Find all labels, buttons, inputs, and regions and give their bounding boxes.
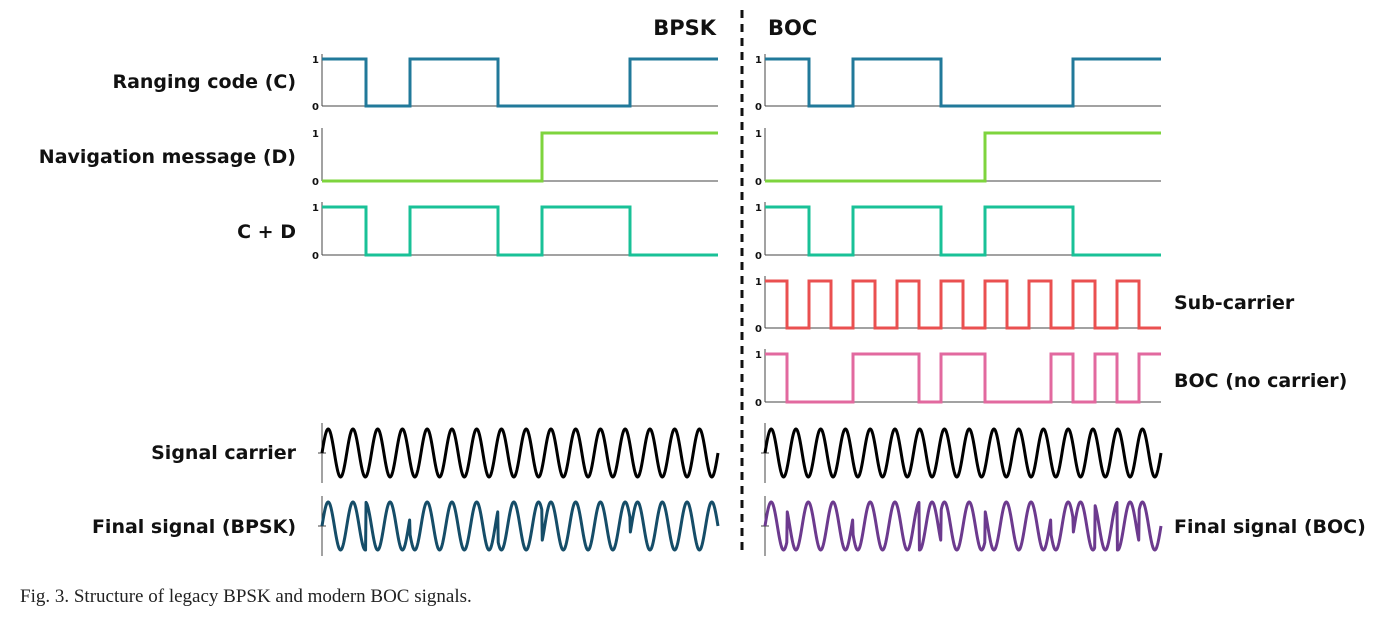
boc-no-carrier-tick-high: 1	[755, 350, 762, 361]
bpsk-navigation-message-waveform	[322, 131, 718, 183]
boc-c-plus-d-tick-high: 1	[755, 203, 762, 214]
bpsk-ranging-code-tick-high: 1	[312, 55, 319, 66]
boc-signal-carrier-waveform	[763, 427, 1163, 479]
bpsk-signal-carrier-waveform	[320, 427, 720, 479]
boc-navigation-message-tick-low: 0	[755, 177, 762, 188]
bpsk-ranging-code-waveform	[322, 57, 718, 108]
boc-ranging-code-tick-low: 0	[755, 102, 762, 113]
boc-sub-carrier-tick-high: 1	[755, 277, 762, 288]
bpsk-c-plus-d-waveform	[322, 205, 718, 257]
bpsk-c-plus-d-tick-high: 1	[312, 203, 319, 214]
label-c-plus-d: C + D	[237, 221, 296, 243]
header-bpsk: BPSK	[653, 16, 717, 40]
boc-no-carrier-waveform	[765, 352, 1161, 404]
boc-sub-carrier-waveform	[765, 279, 1161, 330]
bpsk-navigation-message-tick-high: 1	[312, 129, 319, 140]
boc-c-plus-d-waveform	[765, 205, 1161, 257]
label-final-boc: Final signal (BOC)	[1174, 516, 1366, 538]
boc-navigation-message-waveform	[765, 131, 1161, 183]
label-ranging-code: Ranging code (C)	[112, 71, 296, 93]
bpsk-final-signal-waveform	[320, 500, 720, 552]
bpsk-c-plus-d-tick-low: 0	[312, 251, 319, 262]
boc-ranging-code-tick-high: 1	[755, 55, 762, 66]
bpsk-ranging-code-tick-low: 0	[312, 102, 319, 113]
label-signal-carrier: Signal carrier	[151, 442, 296, 464]
boc-no-carrier-tick-low: 0	[755, 398, 762, 409]
boc-final-signal-waveform	[763, 500, 1163, 552]
label-final-bpsk: Final signal (BPSK)	[92, 516, 296, 538]
figure-caption: Fig. 3. Structure of legacy BPSK and mod…	[20, 586, 472, 607]
boc-navigation-message-tick-high: 1	[755, 129, 762, 140]
boc-sub-carrier-tick-low: 0	[755, 324, 762, 335]
boc-c-plus-d-tick-low: 0	[755, 251, 762, 262]
label-sub-carrier: Sub-carrier	[1174, 292, 1295, 314]
header-boc: BOC	[768, 16, 817, 40]
boc-ranging-code-waveform	[765, 57, 1161, 108]
label-navigation-message: Navigation message (D)	[39, 146, 296, 168]
label-boc-no-carrier: BOC (no carrier)	[1174, 370, 1347, 392]
waveform-plots: 1 0 1 0 1 0 1 0 1 0 1 0 1 0 1 0	[312, 54, 1163, 556]
bpsk-navigation-message-tick-low: 0	[312, 177, 319, 188]
